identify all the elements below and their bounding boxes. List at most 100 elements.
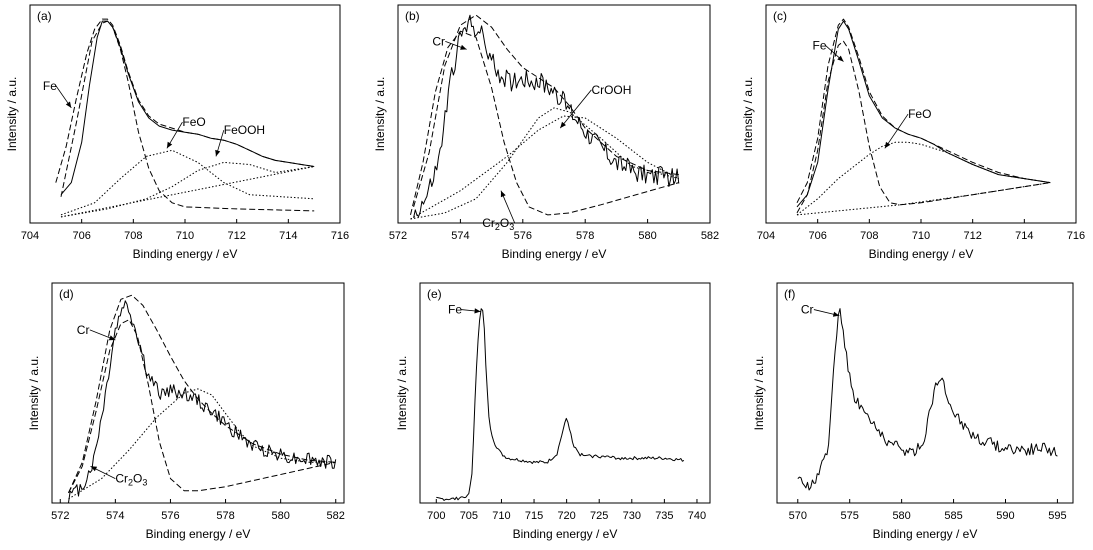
annotation-label: Cr bbox=[432, 34, 445, 48]
x-tick-label: 572 bbox=[51, 510, 69, 522]
y-axis-title: Intensity / a.u. bbox=[27, 356, 41, 431]
annotation-label: CrOOH bbox=[591, 83, 631, 97]
annotation-arrowhead bbox=[90, 466, 98, 472]
x-axis-title: Binding energy / eV bbox=[146, 527, 251, 541]
series-dashed-line bbox=[796, 40, 1051, 214]
x-axis-title: Binding energy / eV bbox=[513, 527, 618, 541]
x-tick-label: 590 bbox=[996, 510, 1014, 522]
panel-label: (b) bbox=[405, 9, 420, 23]
x-tick-label: 710 bbox=[176, 230, 194, 242]
x-tick-label: 700 bbox=[427, 510, 445, 522]
annotation-label: Cr bbox=[77, 323, 90, 337]
x-tick-label: 570 bbox=[789, 510, 807, 522]
x-tick-label: 712 bbox=[963, 230, 981, 242]
annotation-arrowhead bbox=[166, 141, 173, 149]
x-tick-label: 704 bbox=[757, 230, 775, 242]
x-tick-label: 708 bbox=[124, 230, 142, 242]
panel-label: (a) bbox=[37, 9, 52, 23]
series-dotted-line bbox=[68, 388, 336, 500]
series-dashed-line bbox=[413, 14, 679, 208]
x-tick-label: 710 bbox=[492, 510, 510, 522]
series-dotted-line bbox=[796, 141, 1051, 216]
x-axis-title: Binding energy / eV bbox=[502, 247, 607, 261]
x-tick-label: 705 bbox=[460, 510, 478, 522]
panel-label: (f) bbox=[784, 287, 795, 301]
x-tick-label: 574 bbox=[451, 230, 469, 242]
x-tick-label: 580 bbox=[892, 510, 910, 522]
x-tick-label: 572 bbox=[389, 230, 407, 242]
annotation-arrowhead bbox=[832, 311, 840, 317]
x-tick-label: 714 bbox=[1015, 230, 1033, 242]
y-axis-title: Intensity / a.u. bbox=[5, 77, 19, 152]
series-dotted-line bbox=[410, 115, 680, 220]
panel-label: (d) bbox=[59, 287, 74, 301]
x-tick-label: 725 bbox=[590, 510, 608, 522]
x-tick-label: 716 bbox=[1067, 230, 1085, 242]
x-tick-label: 706 bbox=[72, 230, 90, 242]
annotation-label: Cr2O3 bbox=[115, 472, 147, 488]
x-tick-label: 580 bbox=[271, 510, 289, 522]
series-dashed-line bbox=[60, 20, 315, 212]
series-dotted-line bbox=[796, 182, 1051, 216]
annotation-label: Fe bbox=[813, 38, 827, 52]
annotation-label: FeO bbox=[908, 107, 931, 121]
x-tick-label: 580 bbox=[638, 230, 656, 242]
annotation-label: Fe bbox=[43, 79, 57, 93]
x-tick-label: 578 bbox=[216, 510, 234, 522]
annotation-arrowhead bbox=[560, 121, 566, 129]
x-tick-label: 716 bbox=[331, 230, 349, 242]
annotation-label: FeO bbox=[182, 115, 205, 129]
x-tick-label: 576 bbox=[514, 230, 532, 242]
panel-label: (e) bbox=[427, 287, 442, 301]
y-axis-title: Intensity / a.u. bbox=[752, 356, 766, 431]
series-dashed-line bbox=[68, 294, 336, 494]
series-dashed-line bbox=[68, 319, 336, 494]
y-axis-title: Intensity / a.u. bbox=[373, 77, 387, 152]
series-dotted-line bbox=[60, 149, 315, 216]
series-dotted-line bbox=[60, 166, 315, 218]
x-tick-label: 576 bbox=[161, 510, 179, 522]
y-axis-title: Intensity / a.u. bbox=[395, 356, 409, 431]
annotation-label: Cr bbox=[801, 303, 814, 317]
x-tick-label: 706 bbox=[808, 230, 826, 242]
series-dotted-line bbox=[60, 161, 315, 218]
annotation-arrowhead bbox=[837, 55, 844, 62]
plot-frame bbox=[51, 282, 345, 504]
x-tick-label: 712 bbox=[227, 230, 245, 242]
annotation-label: Fe bbox=[448, 303, 462, 317]
x-tick-label: 704 bbox=[21, 230, 39, 242]
x-axis-title: Binding energy / eV bbox=[133, 247, 238, 261]
y-axis-title: Intensity / a.u. bbox=[741, 77, 755, 152]
series-solid-line bbox=[413, 14, 680, 218]
annotation-arrow bbox=[559, 89, 592, 129]
x-tick-label: 575 bbox=[841, 510, 859, 522]
annotation-arrowhead bbox=[500, 190, 506, 198]
x-tick-label: 708 bbox=[860, 230, 878, 242]
x-tick-label: 595 bbox=[1048, 510, 1066, 522]
panel-f: (f) 570 575 580 585 590 595 Binding energy / eV… bbox=[752, 282, 1074, 541]
annotation-arrowhead bbox=[460, 44, 467, 50]
plot-frame bbox=[776, 282, 1074, 504]
x-tick-label: 735 bbox=[655, 510, 673, 522]
x-tick-label: 710 bbox=[912, 230, 930, 242]
plot-frame bbox=[29, 4, 341, 224]
x-tick-label: 582 bbox=[701, 230, 719, 242]
x-tick-label: 714 bbox=[279, 230, 297, 242]
x-tick-label: 582 bbox=[327, 510, 345, 522]
plot-frame bbox=[397, 4, 711, 224]
x-tick-label: 720 bbox=[557, 510, 575, 522]
series-solid-line bbox=[796, 20, 1051, 208]
series-dashed-line bbox=[796, 18, 1051, 204]
series-dashed-line bbox=[55, 18, 315, 183]
series-solid-line bbox=[436, 308, 685, 501]
x-axis-title: Binding energy / eV bbox=[873, 527, 978, 541]
annotation-arrowhead bbox=[474, 308, 481, 314]
series-solid-line bbox=[68, 300, 337, 503]
x-tick-label: 730 bbox=[623, 510, 641, 522]
x-tick-label: 585 bbox=[944, 510, 962, 522]
x-tick-label: 574 bbox=[106, 510, 124, 522]
x-tick-label: 740 bbox=[688, 510, 706, 522]
plot-frame bbox=[419, 282, 711, 504]
series-solid-line bbox=[797, 308, 1058, 491]
